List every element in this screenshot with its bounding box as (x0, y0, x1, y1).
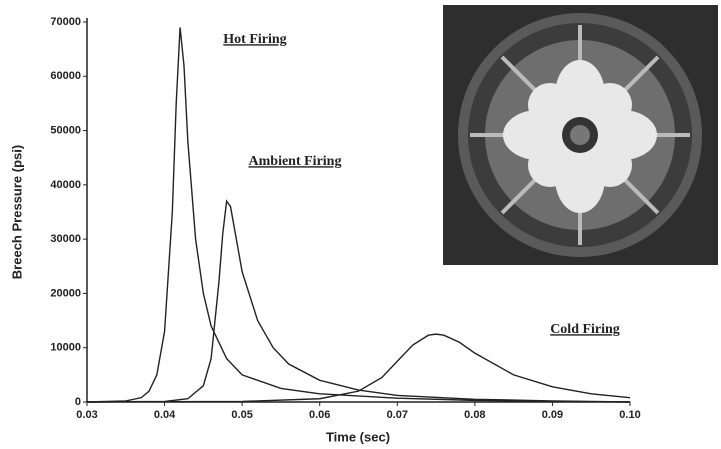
x-axis-label: Time (sec) (326, 429, 390, 444)
x-tick-label: 0.05 (231, 409, 252, 421)
annotation: Ambient Firing (249, 154, 342, 169)
x-tick-label: 0.08 (464, 409, 485, 421)
y-tick-label: 20000 (50, 287, 81, 299)
y-axis-label: Breech Pressure (psi) (9, 145, 24, 279)
y-tick-label: 60000 (50, 70, 81, 82)
x-tick-label: 0.09 (542, 409, 563, 421)
x-tick-label: 0.07 (387, 409, 408, 421)
y-tick-label: 30000 (50, 233, 81, 245)
x-tick-label: 0.03 (76, 409, 97, 421)
photo (443, 5, 718, 265)
line-series (86, 333, 631, 403)
annotation: Hot Firing (223, 32, 286, 47)
x-tick-label: 0.06 (309, 409, 330, 421)
annotation: Cold Firing (550, 322, 620, 337)
y-tick-label: 10000 (50, 342, 81, 354)
y-tick-label: 50000 (50, 124, 81, 136)
x-tick-label: 0.04 (154, 409, 176, 421)
line-series (86, 27, 631, 403)
y-tick-label: 70000 (50, 16, 81, 28)
y-tick-label: 0 (75, 396, 81, 408)
x-tick-label: 0.10 (619, 409, 640, 421)
line-series (86, 199, 631, 403)
y-tick-label: 40000 (50, 179, 81, 191)
